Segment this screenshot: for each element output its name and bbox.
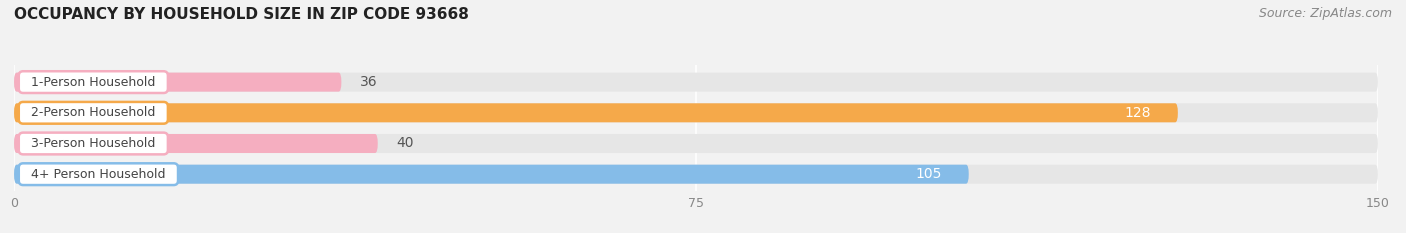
Text: 105: 105 — [915, 167, 942, 181]
Text: OCCUPANCY BY HOUSEHOLD SIZE IN ZIP CODE 93668: OCCUPANCY BY HOUSEHOLD SIZE IN ZIP CODE … — [14, 7, 470, 22]
FancyBboxPatch shape — [14, 103, 1178, 122]
Text: 40: 40 — [396, 137, 413, 151]
FancyBboxPatch shape — [14, 134, 1378, 153]
Text: Source: ZipAtlas.com: Source: ZipAtlas.com — [1258, 7, 1392, 20]
Text: 36: 36 — [360, 75, 377, 89]
FancyBboxPatch shape — [14, 73, 1378, 92]
Text: 3-Person Household: 3-Person Household — [22, 137, 163, 150]
FancyBboxPatch shape — [14, 134, 378, 153]
FancyBboxPatch shape — [14, 103, 1378, 122]
Text: 2-Person Household: 2-Person Household — [22, 106, 163, 119]
Text: 4+ Person Household: 4+ Person Household — [22, 168, 174, 181]
FancyBboxPatch shape — [14, 73, 342, 92]
Text: 128: 128 — [1123, 106, 1150, 120]
FancyBboxPatch shape — [14, 165, 969, 184]
Text: 1-Person Household: 1-Person Household — [22, 76, 163, 89]
FancyBboxPatch shape — [14, 165, 1378, 184]
